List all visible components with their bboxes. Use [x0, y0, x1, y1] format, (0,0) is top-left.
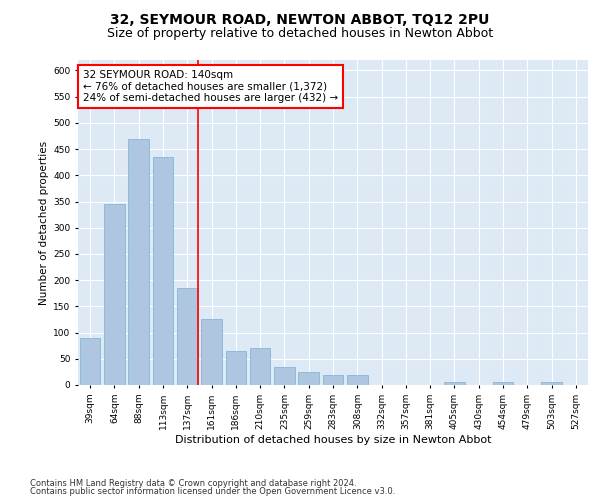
Bar [274, 366, 295, 385]
Bar [201, 320, 222, 385]
Bar [493, 382, 514, 385]
Bar [177, 288, 197, 385]
Bar [347, 374, 368, 385]
Text: 32 SEYMOUR ROAD: 140sqm
← 76% of detached houses are smaller (1,372)
24% of semi: 32 SEYMOUR ROAD: 140sqm ← 76% of detache… [83, 70, 338, 103]
Text: 32, SEYMOUR ROAD, NEWTON ABBOT, TQ12 2PU: 32, SEYMOUR ROAD, NEWTON ABBOT, TQ12 2PU [110, 12, 490, 26]
Bar [80, 338, 100, 385]
Bar [152, 157, 173, 385]
Bar [541, 382, 562, 385]
Bar [323, 374, 343, 385]
Text: Size of property relative to detached houses in Newton Abbot: Size of property relative to detached ho… [107, 28, 493, 40]
X-axis label: Distribution of detached houses by size in Newton Abbot: Distribution of detached houses by size … [175, 434, 491, 444]
Bar [128, 138, 149, 385]
Bar [444, 382, 465, 385]
Bar [104, 204, 125, 385]
Text: Contains public sector information licensed under the Open Government Licence v3: Contains public sector information licen… [30, 487, 395, 496]
Bar [250, 348, 271, 385]
Bar [298, 372, 319, 385]
Text: Contains HM Land Registry data © Crown copyright and database right 2024.: Contains HM Land Registry data © Crown c… [30, 478, 356, 488]
Bar [226, 351, 246, 385]
Y-axis label: Number of detached properties: Number of detached properties [39, 140, 49, 304]
